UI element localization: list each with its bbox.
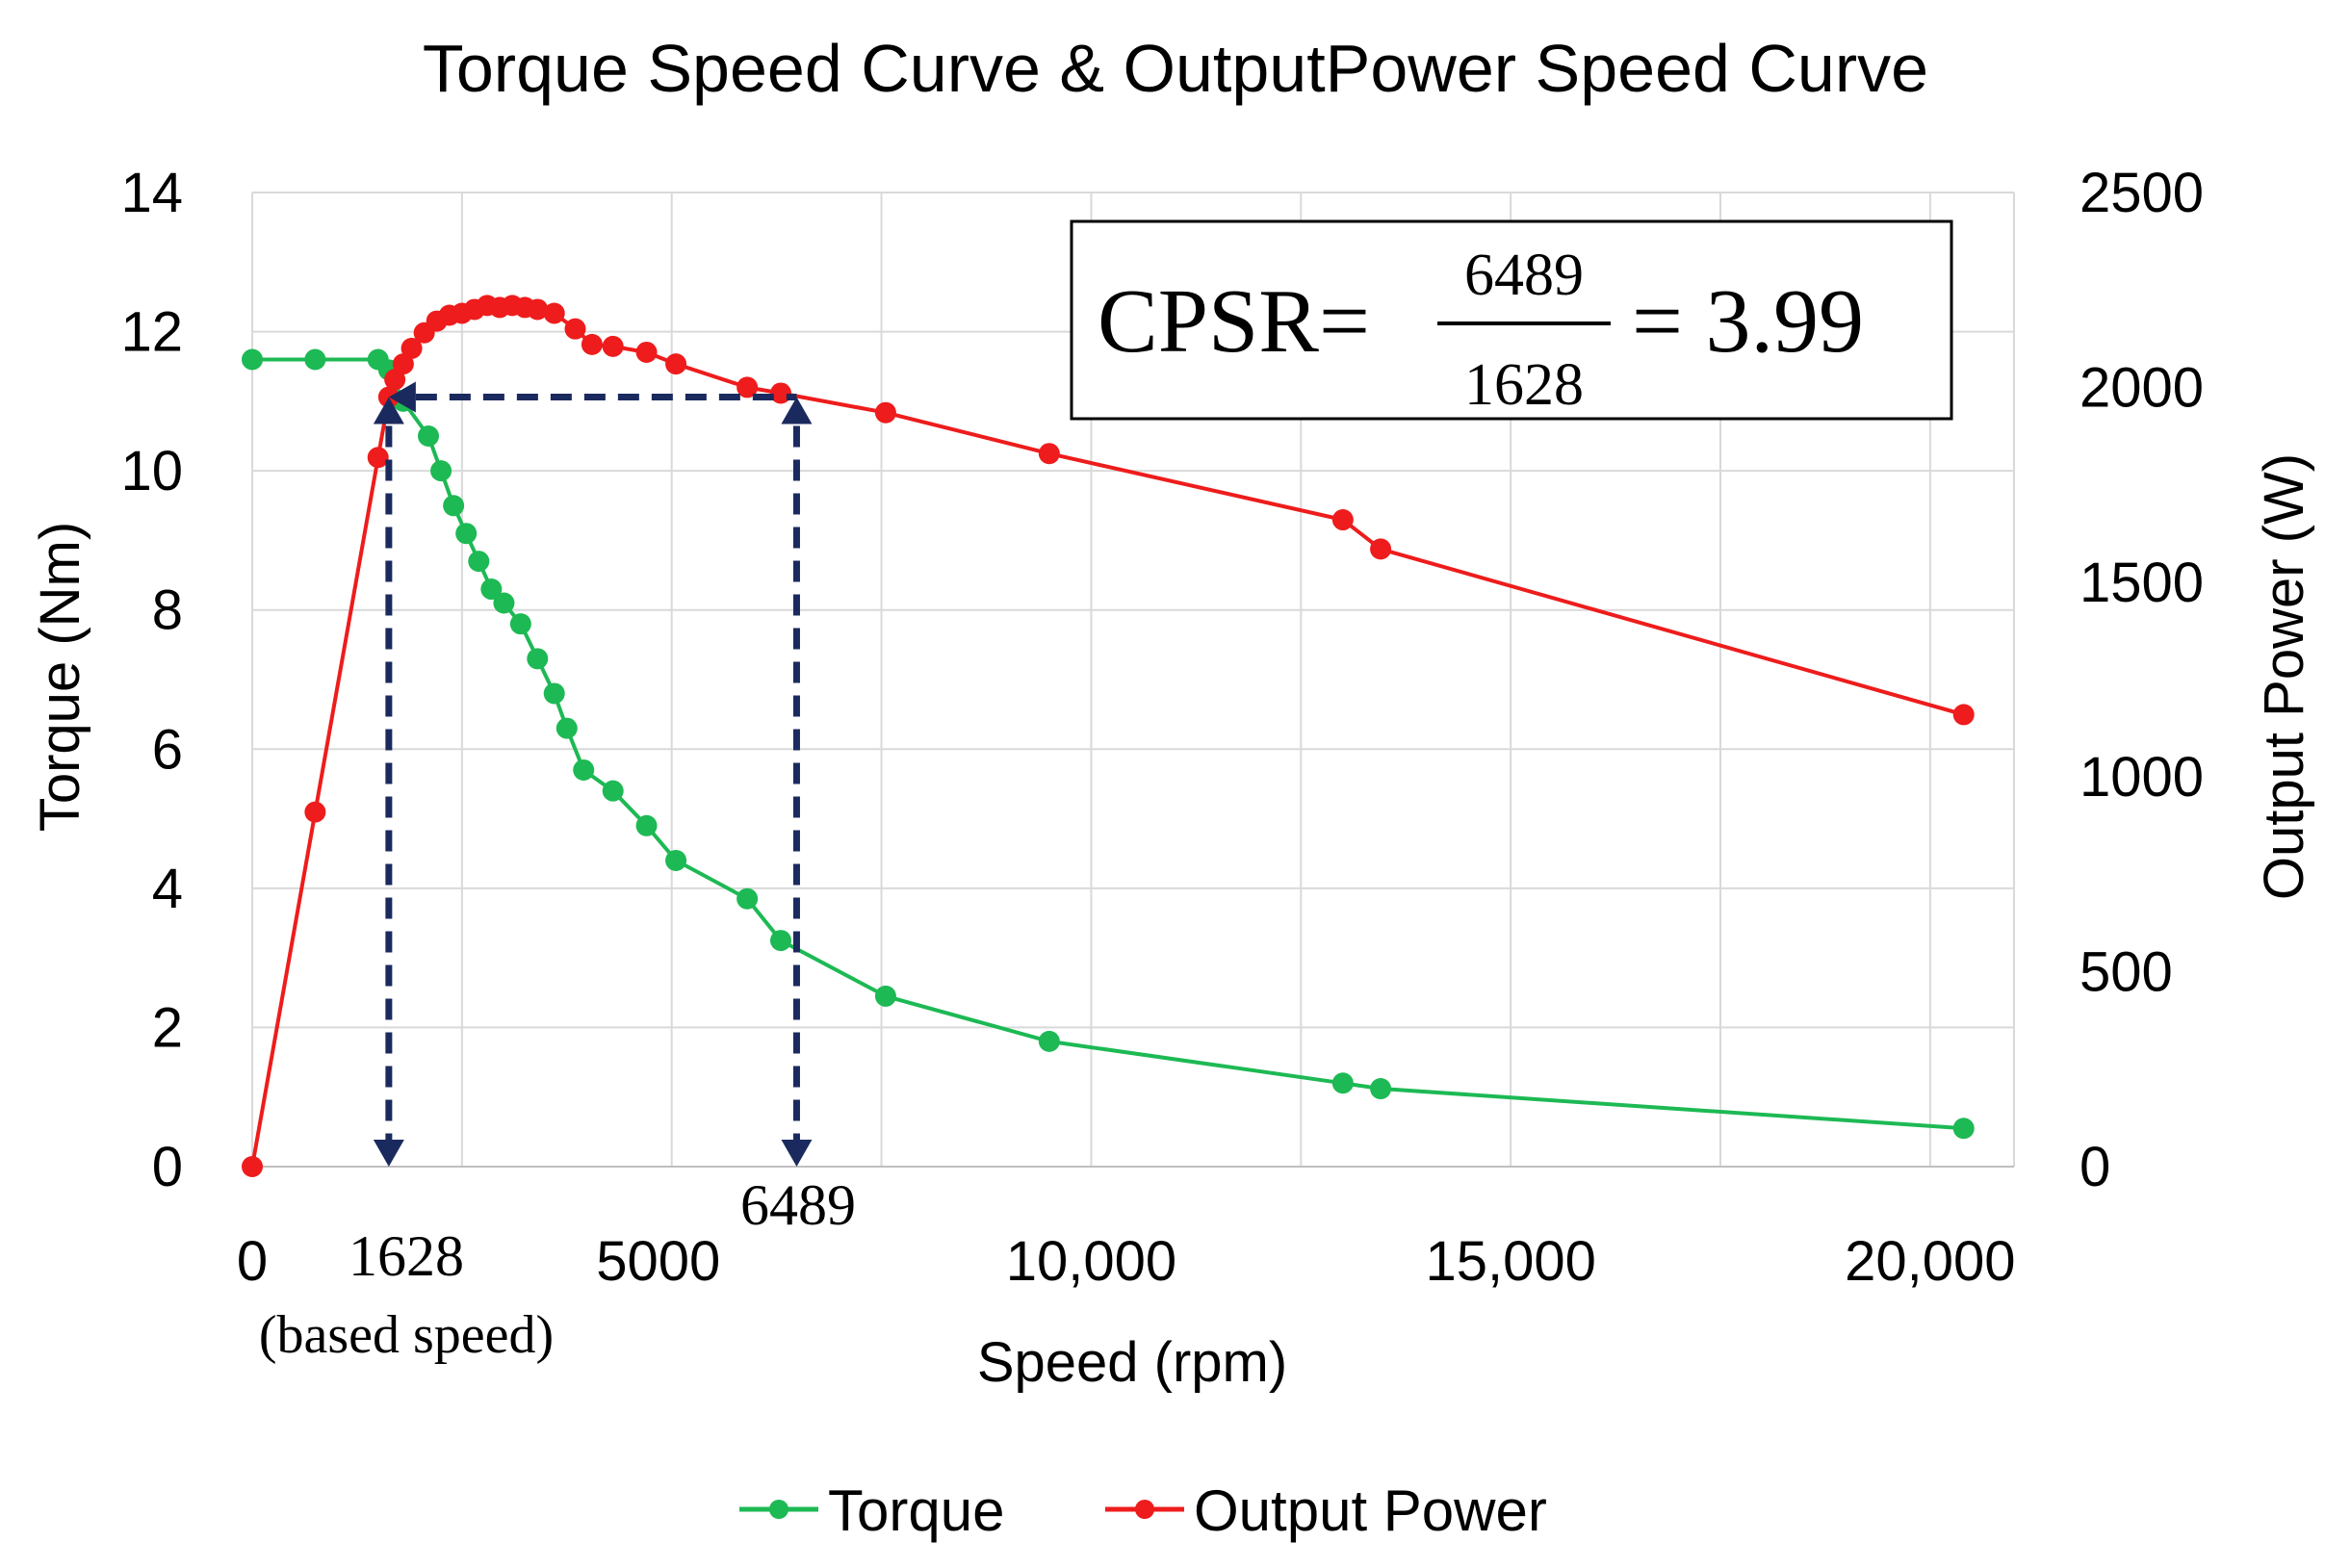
data-point: [770, 382, 791, 404]
y2-tick-label: 500: [2080, 941, 2173, 1004]
y2-tick-labels: 0 500 1000 1500 2000 2500: [2080, 162, 2204, 1198]
data-point: [418, 425, 439, 447]
legend-output-power-label: Output Power: [1194, 1478, 1547, 1543]
base-speed-arrow-head-up: [373, 397, 404, 424]
data-point: [665, 849, 687, 871]
x-tick-label: 15,000: [1425, 1230, 1595, 1293]
y-tick-label: 4: [152, 858, 183, 920]
y-tick-label: 10: [120, 440, 183, 502]
max-speed-arrow-head-up: [781, 397, 813, 424]
data-point: [564, 318, 586, 340]
base-speed-label: 1628: [349, 1224, 464, 1288]
data-point: [493, 592, 515, 614]
data-point: [1331, 1072, 1354, 1094]
y2-axis-label: Output Power (W): [2253, 453, 2315, 900]
data-point: [602, 780, 624, 802]
power-level-arrow-head-left: [388, 381, 416, 413]
data-point: [455, 523, 478, 545]
y2-tick-label: 1000: [2080, 746, 2204, 809]
data-point: [1038, 443, 1060, 465]
speed-arrows: [373, 381, 813, 1167]
series-output-power: [242, 295, 1975, 1177]
cpsr-formula-box: CPSR= 6489 1628 = 3.99: [1070, 219, 1953, 421]
y2-tick-label: 0: [2080, 1136, 2110, 1198]
data-point: [635, 814, 658, 836]
data-point: [1952, 1118, 1975, 1140]
data-point: [736, 376, 759, 398]
x-tick-label: 0: [237, 1230, 268, 1293]
data-point: [400, 337, 423, 359]
data-point: [736, 887, 759, 910]
data-point: [581, 333, 603, 355]
x-tick-labels: 0 5000 10,000 15,000 20,000: [237, 1230, 2016, 1293]
data-point: [443, 495, 465, 517]
chart-title: Torque Speed Curve & OutputPower Speed C…: [423, 31, 1928, 106]
data-point: [1370, 538, 1392, 560]
data-point: [874, 401, 896, 424]
data-point: [468, 551, 490, 573]
data-point: [770, 930, 791, 952]
data-point: [242, 1156, 263, 1177]
series-torque: [242, 348, 1975, 1140]
data-point: [527, 298, 549, 321]
x-axis-label: Speed (rpm): [977, 1331, 1287, 1394]
series-layer: [242, 295, 1975, 1177]
formula-numerator: 6489: [1464, 243, 1584, 308]
data-point: [480, 578, 503, 601]
legend: Torque Output Power: [739, 1478, 1547, 1543]
data-point: [573, 758, 595, 781]
data-point: [555, 717, 578, 739]
formula-frame: [1070, 219, 1953, 421]
data-point: [602, 335, 624, 357]
formula-denominator: 1628: [1464, 352, 1584, 418]
data-point: [543, 302, 565, 324]
data-point: [874, 985, 896, 1007]
y-axis-label: Torque (Nm): [29, 522, 91, 832]
base-speed-arrow-head-down: [373, 1140, 404, 1167]
formula-rhs: = 3.99: [1632, 271, 1864, 372]
data-point: [635, 341, 658, 363]
y-tick-label: 12: [120, 301, 183, 364]
base-speed-note: (based speed): [259, 1305, 554, 1365]
data-point: [367, 447, 389, 469]
y-tick-label: 6: [152, 718, 183, 781]
y-tick-label: 14: [120, 162, 183, 224]
y-tick-label: 2: [152, 996, 183, 1059]
y2-tick-label: 2000: [2080, 356, 2204, 419]
data-point: [1038, 1030, 1060, 1052]
y-tick-label: 8: [152, 579, 183, 642]
data-point: [430, 460, 452, 482]
data-point: [509, 613, 531, 635]
legend-item-torque: Torque: [739, 1478, 1004, 1543]
legend-output-power-marker: [1135, 1500, 1154, 1519]
data-point: [543, 682, 565, 705]
max-speed-arrow-head-down: [781, 1140, 813, 1167]
data-point: [1331, 509, 1354, 531]
y2-tick-label: 2500: [2080, 162, 2204, 224]
legend-torque-marker: [769, 1500, 788, 1519]
x-tick-label: 20,000: [1845, 1230, 2015, 1293]
max-speed-label: 6489: [740, 1173, 856, 1237]
y-tick-label: 0: [152, 1136, 183, 1198]
data-point: [304, 348, 326, 371]
y2-tick-label: 1500: [2080, 552, 2204, 614]
y-tick-labels: 0 2 4 6 8 10 12 14: [120, 162, 183, 1198]
data-point: [1370, 1078, 1392, 1100]
formula-lhs: CPSR=: [1098, 271, 1370, 372]
legend-torque-label: Torque: [828, 1478, 1004, 1543]
x-tick-label: 5000: [596, 1230, 720, 1293]
legend-item-output-power: Output Power: [1105, 1478, 1547, 1543]
data-point: [384, 369, 406, 391]
data-point: [242, 348, 263, 371]
data-point: [392, 353, 414, 375]
x-tick-label: 10,000: [1006, 1230, 1176, 1293]
data-point: [1952, 704, 1975, 726]
data-point: [665, 353, 687, 375]
data-point: [304, 801, 326, 823]
data-point: [527, 648, 549, 670]
